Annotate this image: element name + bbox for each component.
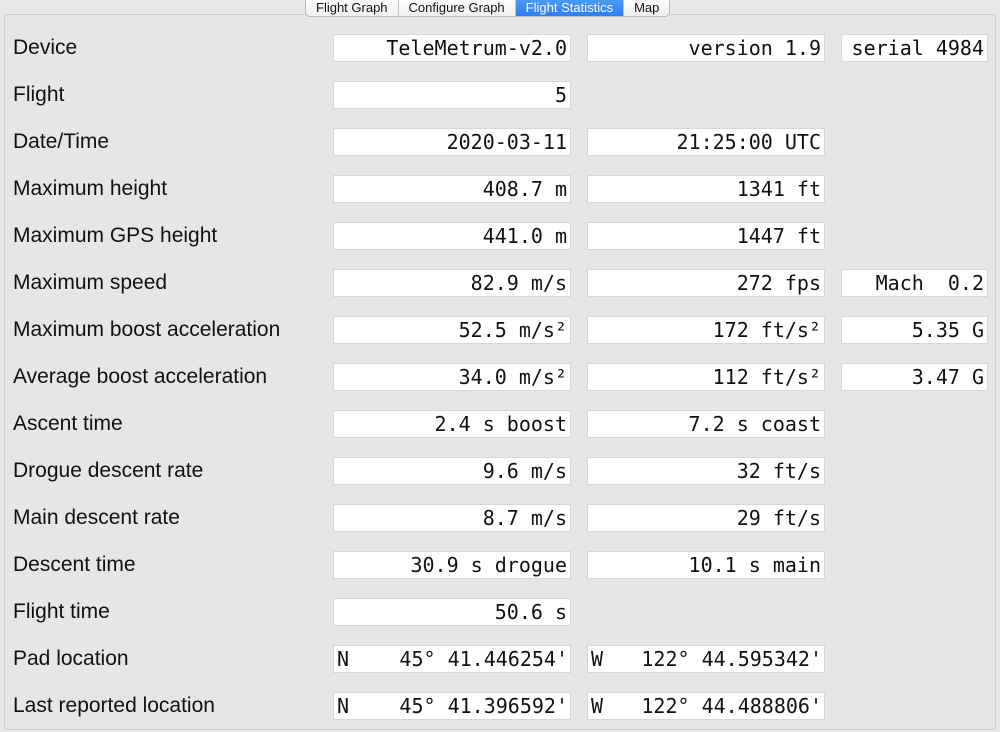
descent-drogue-time-field: 30.9 s drogue [333, 551, 571, 579]
avg-boost-accel-imperial-field: 112 ft/s² [587, 363, 825, 391]
max-speed-row: Maximum speed 82.9 m/s 272 fps Mach 0.2 [0, 269, 1000, 297]
max-gps-height-label: Maximum GPS height [13, 224, 218, 247]
max-gps-height-meters-field: 441.0 m [333, 222, 571, 250]
drogue-rate-row: Drogue descent rate 9.6 m/s 32 ft/s [0, 457, 1000, 485]
pad-longitude-value: 122° 44.595342' [641, 647, 822, 671]
flight-time-field: 50.6 s [333, 598, 571, 626]
last-location-row: Last reported location N 45° 41.396592' … [0, 692, 1000, 720]
max-height-row: Maximum height 408.7 m 1341 ft [0, 175, 1000, 203]
last-location-label: Last reported location [13, 694, 215, 717]
device-row: Device TeleMetrum-v2.0 version 1.9 seria… [0, 34, 1000, 62]
main-rate-label: Main descent rate [13, 506, 180, 529]
pad-location-label: Pad location [13, 647, 129, 670]
max-boost-accel-row: Maximum boost acceleration 52.5 m/s² 172… [0, 316, 1000, 344]
last-longitude-direction: W [591, 694, 604, 718]
pad-latitude-direction: N [337, 647, 350, 671]
last-longitude-value: 122° 44.488806' [641, 694, 822, 718]
drogue-rate-label: Drogue descent rate [13, 459, 204, 482]
max-boost-accel-metric-field: 52.5 m/s² [333, 316, 571, 344]
device-product-field: TeleMetrum-v2.0 [333, 34, 571, 62]
flight-number-field: 5 [333, 81, 571, 109]
tab-bar: Flight Graph Configure Graph Flight Stat… [305, 0, 671, 17]
tab-flight-graph[interactable]: Flight Graph [306, 0, 399, 16]
last-latitude-field: N 45° 41.396592' [333, 692, 571, 720]
pad-latitude-field: N 45° 41.446254' [333, 645, 571, 673]
flight-time-row: Flight time 50.6 s [0, 598, 1000, 626]
max-height-label: Maximum height [13, 177, 168, 200]
max-speed-label: Maximum speed [13, 271, 168, 294]
max-speed-fps-field: 272 fps [587, 269, 825, 297]
ascent-time-row: Ascent time 2.4 s boost 7.2 s coast [0, 410, 1000, 438]
max-height-feet-field: 1341 ft [587, 175, 825, 203]
flight-time-label: Flight time [13, 600, 110, 623]
datetime-label: Date/Time [13, 130, 110, 153]
max-height-meters-field: 408.7 m [333, 175, 571, 203]
max-boost-accel-label: Maximum boost acceleration [13, 318, 281, 341]
ascent-coast-time-field: 7.2 s coast [587, 410, 825, 438]
pad-longitude-direction: W [591, 647, 604, 671]
tab-flight-statistics[interactable]: Flight Statistics [515, 0, 625, 16]
main-rate-row: Main descent rate 8.7 m/s 29 ft/s [0, 504, 1000, 532]
datetime-row: Date/Time 2020-03-11 21:25:00 UTC [0, 128, 1000, 156]
max-speed-mps-field: 82.9 m/s [333, 269, 571, 297]
flight-label: Flight [13, 83, 65, 106]
flight-row: Flight 5 [0, 81, 1000, 109]
device-label: Device [13, 36, 78, 59]
drogue-rate-imperial-field: 32 ft/s [587, 457, 825, 485]
max-speed-mach-field: Mach 0.2 [841, 269, 988, 297]
avg-boost-accel-metric-field: 34.0 m/s² [333, 363, 571, 391]
device-serial-field: serial 4984 [841, 34, 988, 62]
time-field: 21:25:00 UTC [587, 128, 825, 156]
tab-configure-graph[interactable]: Configure Graph [399, 0, 516, 16]
max-gps-height-feet-field: 1447 ft [587, 222, 825, 250]
max-boost-accel-imperial-field: 172 ft/s² [587, 316, 825, 344]
main-rate-metric-field: 8.7 m/s [333, 504, 571, 532]
avg-boost-accel-label: Average boost acceleration [13, 365, 268, 388]
tab-map[interactable]: Map [634, 0, 660, 15]
ascent-boost-time-field: 2.4 s boost [333, 410, 571, 438]
avg-boost-accel-g-field: 3.47 G [841, 363, 988, 391]
last-latitude-direction: N [337, 694, 350, 718]
descent-main-time-field: 10.1 s main [587, 551, 825, 579]
drogue-rate-metric-field: 9.6 m/s [333, 457, 571, 485]
descent-time-row: Descent time 30.9 s drogue 10.1 s main [0, 551, 1000, 579]
pad-longitude-field: W 122° 44.595342' [587, 645, 825, 673]
descent-time-label: Descent time [13, 553, 136, 576]
ascent-time-label: Ascent time [13, 412, 123, 435]
max-boost-accel-g-field: 5.35 G [841, 316, 988, 344]
avg-boost-accel-row: Average boost acceleration 34.0 m/s² 112… [0, 363, 1000, 391]
last-latitude-value: 45° 41.396592' [399, 694, 568, 718]
pad-location-row: Pad location N 45° 41.446254' W 122° 44.… [0, 645, 1000, 673]
last-longitude-field: W 122° 44.488806' [587, 692, 825, 720]
max-gps-height-row: Maximum GPS height 441.0 m 1447 ft [0, 222, 1000, 250]
date-field: 2020-03-11 [333, 128, 571, 156]
pad-latitude-value: 45° 41.446254' [399, 647, 568, 671]
device-version-field: version 1.9 [587, 34, 825, 62]
main-rate-imperial-field: 29 ft/s [587, 504, 825, 532]
